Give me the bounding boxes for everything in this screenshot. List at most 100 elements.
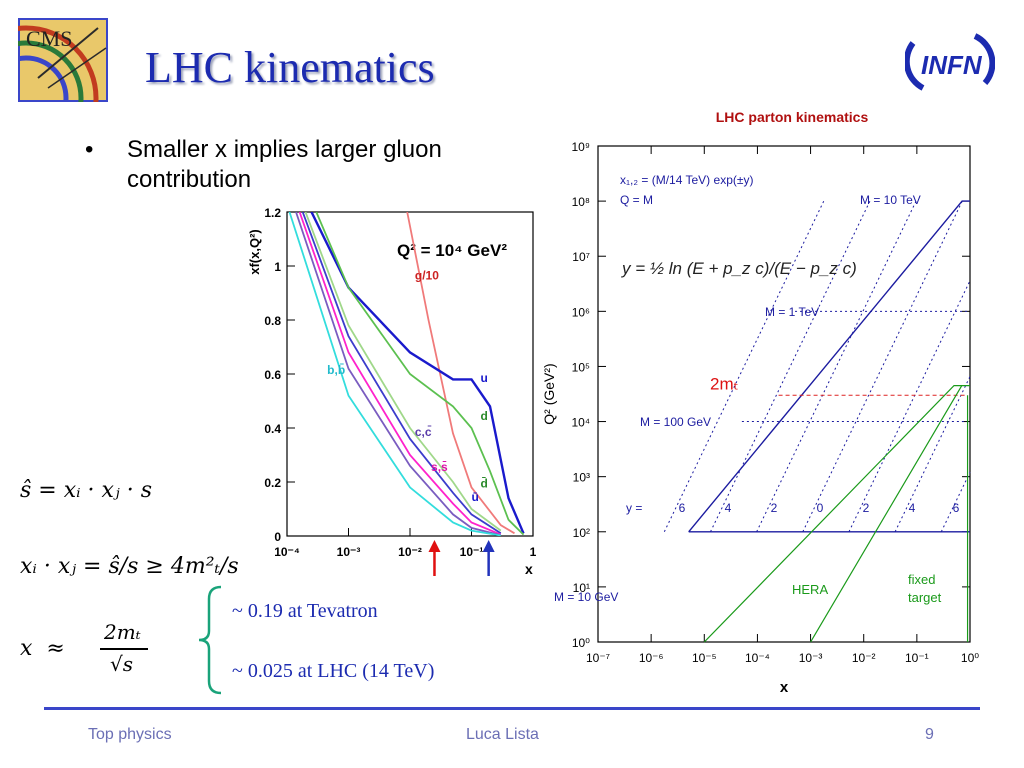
kin-rapidity-value: 4 (725, 501, 732, 515)
pdf-y-tick-label: 0 (274, 530, 281, 544)
pdf-series-label: b,b̄ (327, 363, 345, 377)
cms-logo: CMS (0, 18, 108, 171)
kin-rapidity-line (663, 200, 825, 532)
kin-y-tick-label: 10⁸ (572, 195, 590, 209)
footer-page-number: 9 (925, 726, 934, 743)
formula-x-numerator: 2mₜ (104, 620, 141, 644)
pdf-chart: 0 0.2 0.4 0.6 0.8 1 1.2 10⁻⁴ 10⁻³ 10⁻² 10⁻¹ 1 xf(x,Q… (247, 206, 537, 577)
pdf-y-tick-label: 1 (274, 260, 281, 274)
kin-threshold-label: 2mₜ (710, 374, 739, 393)
pdf-curve-u (310, 212, 525, 534)
pdf-curve-d (304, 212, 502, 532)
annotation-lhc: ~ 0.025 at LHC (14 TeV) (232, 660, 435, 682)
cms-logo-text: CMS (26, 26, 73, 51)
pdf-series-label: c,c̄ (415, 425, 432, 439)
kin-x-tick-label: 10⁻⁴ (745, 651, 770, 665)
kin-rapidity-line (802, 200, 963, 532)
pdf-curve-d (315, 212, 525, 536)
kin-rapidity-formula: y = ½ ln (E + p_z c)/(E − p_z c) (621, 259, 857, 278)
pdf-series-label: d (480, 409, 487, 423)
kin-fixed-target-boundary (810, 385, 963, 643)
formula-shat: ŝ = xᵢ · xⱼ · s (20, 478, 153, 503)
footer-left: Top physics (88, 726, 172, 743)
kin-y-tick-label: 10⁷ (572, 250, 590, 264)
kin-mass-label: M = 10 GeV (554, 590, 618, 604)
slide-title: LHC kinematics (145, 43, 435, 92)
formula-x-denominator: √s (110, 652, 134, 676)
kin-mass-label: M = 100 GeV (640, 415, 711, 429)
kin-rapidity-value: 6 (679, 501, 686, 515)
pdf-y-tick-label: 0.6 (264, 368, 281, 382)
kin-rapidity-line (894, 376, 971, 532)
pdf-x-axis-label: x (525, 561, 533, 577)
kin-y-tick-label: 10⁹ (572, 140, 591, 154)
footer-center: Luca Lista (466, 726, 539, 743)
pdf-series-label: s,s̄ (431, 460, 448, 474)
kin-rapidity-line (940, 472, 971, 532)
kin-hera-boundary (703, 385, 970, 643)
kin-y-tick-label: 10² (573, 526, 590, 540)
kinematics-chart: LHC parton kinematics 10⁰ 10¹ 10² 10³ 10⁴ 10⁵ 1… (541, 109, 979, 696)
kin-mass-label: M = 1 TeV (765, 305, 819, 319)
kin-x-tick-label: 10⁻³ (799, 651, 823, 665)
kin-y-tick-label: 10³ (573, 471, 590, 485)
pdf-x-tick-label: 10⁻¹ (460, 545, 484, 559)
infn-logo-text: INFN (921, 50, 982, 80)
kin-mass-label: M = 10 TeV (860, 193, 921, 207)
annotation-tevatron: ~ 0.19 at Tevatron (232, 600, 378, 622)
formula-x-lhs: x ≈ (20, 636, 65, 661)
kin-rapidity-value: 2 (771, 501, 778, 515)
pdf-x-tick-label: 10⁻⁴ (274, 545, 300, 559)
pdf-x-tick-label: 10⁻² (398, 545, 422, 559)
kin-x-tick-label: 10⁰ (961, 651, 979, 665)
kin-y-tick-label: 10⁴ (571, 416, 590, 430)
bullet-dot: • (85, 136, 94, 163)
kin-x-tick-label: 10⁻² (852, 651, 876, 665)
formula-product: xᵢ · xⱼ = ŝ/s ≥ 4m²ₜ/s (20, 554, 239, 579)
pdf-chart-title: Q² = 10⁴ GeV² (397, 241, 507, 260)
bullet-text: Smaller x implies larger gluon contribut… (127, 136, 442, 193)
arrow-head-lhc (428, 540, 441, 552)
kin-region-fixed-target-2: target (908, 590, 942, 605)
infn-logo: INFN (903, 28, 996, 98)
pdf-series-label: g/10 (415, 269, 439, 283)
pdf-y-tick-label: 0.4 (264, 422, 281, 436)
kin-envelope-line (688, 200, 970, 533)
pdf-curve-ss (298, 212, 502, 536)
arrow-head-tevatron (482, 540, 495, 552)
kin-x-tick-label: 10⁻⁷ (586, 651, 610, 665)
pdf-y-tick-label: 0.2 (264, 476, 281, 490)
kin-x-tick-label: 10⁻⁵ (692, 651, 717, 665)
kin-y-axis-label: Q² (GeV²) (541, 363, 557, 424)
pdf-series-label: ū (472, 490, 479, 504)
kin-y-tick-label: 10¹ (573, 581, 590, 595)
kin-rapidity-line (710, 200, 871, 532)
kin-legend-line2: Q = M (620, 193, 653, 207)
pdf-x-tick-label: 10⁻³ (337, 545, 361, 559)
kin-region-fixed-target-1: fixed (908, 572, 935, 587)
kin-x-axis-label: x (780, 679, 789, 696)
pdf-curve-g (406, 212, 515, 535)
kin-rapidity-value: 2 (863, 501, 870, 515)
kin-chart-title: LHC parton kinematics (716, 109, 869, 125)
pdf-x-tick-label: 1 (530, 545, 537, 559)
kin-rapidity-value: 4 (909, 501, 916, 515)
kin-y-tick-label: 10⁵ (572, 360, 590, 374)
pdf-y-tick-label: 1.2 (264, 206, 281, 220)
kin-rapidity-value: 6 (953, 501, 960, 515)
kin-x-tick-label: 10⁻¹ (905, 651, 929, 665)
pdf-curve-bb (288, 212, 501, 536)
kin-region-hera: HERA (792, 582, 828, 597)
pdf-y-axis-label: xf(x,Q²) (247, 229, 262, 275)
kin-x-tick-label: 10⁻⁶ (639, 651, 664, 665)
curly-brace (198, 585, 222, 695)
pdf-series-label: u (480, 371, 487, 385)
footer-line (44, 707, 980, 710)
pdf-y-tick-label: 0.8 (264, 314, 281, 328)
kin-rapidity-prefix: y = (626, 501, 642, 515)
fraction-bar (100, 648, 148, 650)
kin-legend-line1: x₁,₂ = (M/14 TeV) exp(±y) (620, 173, 753, 187)
kin-rapidity-line (848, 280, 971, 532)
kin-rapidity-line (756, 200, 917, 532)
kin-plot-frame (597, 145, 971, 643)
